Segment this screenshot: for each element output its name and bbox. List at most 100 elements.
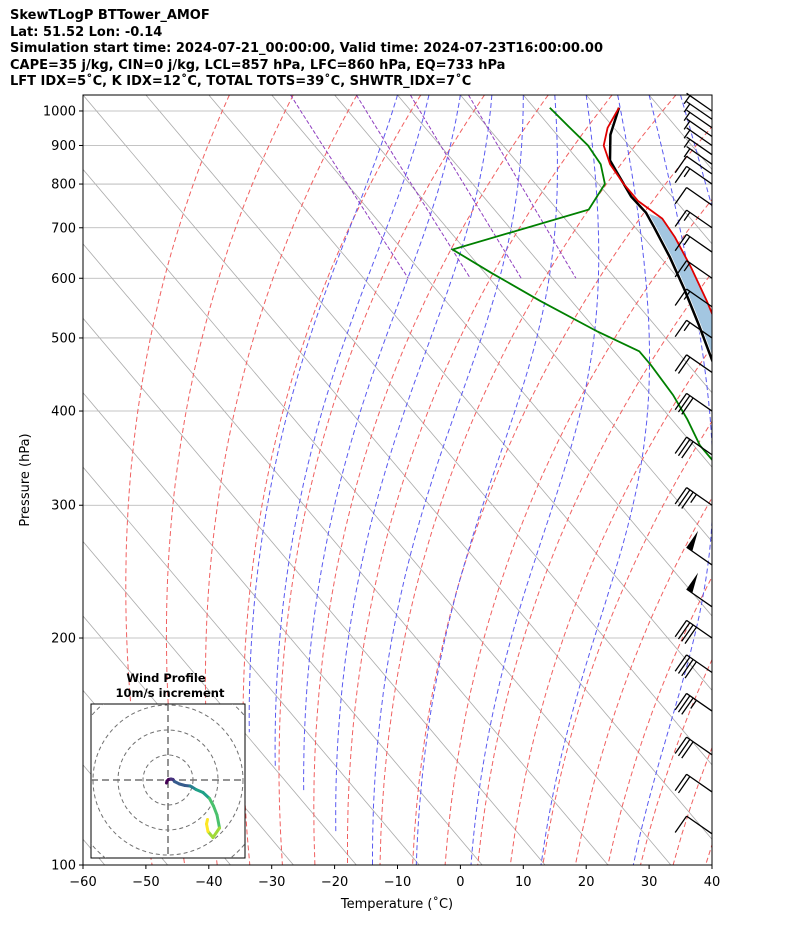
isotherm-line [83,540,357,865]
dry-adiabat-line [574,496,712,865]
isobar-gridlines [83,110,712,865]
isotherm-line [208,95,712,692]
x-tick-label: −60 [69,875,96,890]
mixing-ratio-lines [290,95,577,279]
dry-adiabat-line [771,95,794,865]
moist-adiabat-line [372,95,524,865]
y-tick-label: 600 [51,272,76,287]
moist-adiabat-line [540,95,650,865]
dry-adiabat-line [278,95,485,865]
dry-adiabat-line [204,95,358,865]
chart-title: SkewTLogP BTTower_AMOF [10,8,210,23]
hodograph: Wind Profile 10m/s increment [90,671,246,859]
mixing-ratio-line [355,95,471,279]
moist-adiabat-line [274,95,430,767]
cape-area [646,212,712,360]
y-tick-label: 300 [51,499,76,514]
hodograph-segment [212,804,219,817]
wind-barb [683,136,713,156]
wind-barb [674,736,713,759]
isotherm-line [83,392,483,865]
dry-adiabat-line [412,125,712,865]
y-tick-label: 100 [51,859,76,874]
moist-adiabat-line [680,95,712,209]
wind-barb [674,288,713,308]
y-tick-label: 900 [51,139,76,154]
dry-adiabat-line [672,746,712,865]
dry-adiabat-line [509,345,712,865]
moist-adiabat-line [303,95,461,792]
moist-adiabat-line [335,95,493,834]
hodograph-segment [205,818,209,826]
wind-barbs [674,92,713,835]
mixing-ratio-line [290,95,409,279]
x-axis-ticks: −60 −50 −40 −30 −20 −10 0 10 20 30 40 [69,865,720,890]
wind-barb [686,530,713,566]
dry-adiabat-lines [125,95,794,865]
x-tick-label: 10 [515,875,532,890]
chart-header: SkewTLogP BTTower_AMOF Lat: 51.52 Lon: -… [10,8,603,91]
y-tick-label: 700 [51,221,76,236]
wind-barb [683,101,713,120]
dry-adiabat-line [444,198,712,865]
dry-adiabat-line [542,420,712,865]
y-tick-label: 500 [51,331,76,346]
wind-barb [674,815,713,835]
wind-barb [683,127,713,147]
y-tick-label: 400 [51,405,76,420]
wind-barb [674,354,713,374]
isotherm-lines [83,95,712,865]
isotherm-line [83,243,609,865]
hodograph-segment [211,826,221,839]
time-line: Simulation start time: 2024-07-21_00:00:… [10,41,603,56]
index-line: LFT IDX=5˚C, K IDX=12˚C, TOTAL TOTS=39˚C… [10,74,472,89]
wind-barb [674,186,713,206]
x-tick-label: −40 [195,875,222,890]
dry-adiabat-line [738,95,794,865]
wind-barb [674,692,713,715]
dry-adiabat-line [313,95,549,865]
x-axis-label: Temperature (˚C) [340,896,453,912]
wind-barb [674,487,713,509]
y-axis-ticks: 1000 900 800 700 600 500 400 300 200 100 [43,104,83,874]
isotherm-line [83,168,672,865]
moist-adiabat-line [711,95,712,97]
isotherm-line [145,95,712,766]
wind-barb [674,260,713,279]
wind-barb [674,436,713,459]
x-tick-label: −30 [258,875,285,890]
hodograph-segment [215,813,221,830]
dry-adiabat-line [379,95,677,865]
isotherm-line [711,95,712,96]
x-tick-label: −20 [321,875,348,890]
hodograph-subtitle: 10m/s increment [116,686,225,700]
wind-barb [674,209,713,229]
dewpoint-line [450,107,712,462]
wind-barb [686,572,713,608]
x-tick-label: −50 [132,875,159,890]
wind-barb [674,773,713,794]
wind-barb [683,145,713,165]
x-tick-label: 30 [641,875,658,890]
wind-barb [683,118,713,138]
dry-adiabat-line [705,843,712,865]
isotherm-line [585,95,712,245]
isotherm-line [83,317,546,865]
wind-barb [674,155,713,175]
moist-adiabat-line [248,95,398,733]
dry-adiabat-line [640,658,712,865]
wind-barb [674,233,713,253]
y-tick-label: 200 [51,632,76,647]
mixing-ratio-line [468,95,577,279]
wind-barb [683,109,713,129]
wind-barb [674,165,713,185]
isotherm-line [83,466,420,865]
profile-lines [450,107,712,462]
isotherm-line [648,95,712,171]
isotherm-line [271,95,712,617]
wind-barb [674,392,713,415]
isotherm-line [397,95,712,468]
dry-adiabat-line [125,95,230,865]
isotherm-line [334,95,712,543]
